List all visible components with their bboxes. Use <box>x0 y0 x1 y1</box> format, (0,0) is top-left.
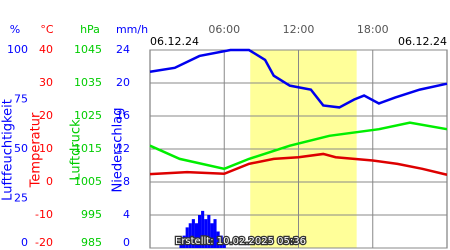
precip-bar <box>179 243 183 248</box>
y-tick-label: 995 <box>81 208 102 221</box>
y-tick-label: 100 <box>7 43 28 56</box>
y-tick-label: 30 <box>39 76 53 89</box>
axis-title: Temperatur <box>29 112 44 188</box>
series-line <box>149 152 448 176</box>
y-tick-label: 1035 <box>74 76 102 89</box>
precip-bar <box>216 231 220 248</box>
y-tick-label: 24 <box>116 43 130 56</box>
y-tick-label: 12 <box>116 142 130 155</box>
precip-bar <box>191 219 195 248</box>
precip-bar <box>219 235 223 248</box>
precip-bar <box>210 223 214 248</box>
footer: Erstellt: 10.02.2025 05:36 <box>175 236 306 247</box>
y-tick-label: 4 <box>123 208 130 221</box>
y-tick-label: 985 <box>81 236 102 249</box>
axis-title: Luftfeuchtigkeit <box>1 99 16 201</box>
precip-bar <box>182 235 186 248</box>
precip-bar <box>207 215 211 248</box>
y-tick-label: 1045 <box>74 43 102 56</box>
date-end: 06.12.24 <box>398 35 447 48</box>
y-tick-label: 8 <box>123 175 130 188</box>
date-start: 06.12.24 <box>150 35 199 48</box>
precip-bar <box>185 227 189 248</box>
precip-bar <box>213 219 217 248</box>
y-tick-label: -20 <box>35 236 53 249</box>
y-tick-label: 50 <box>14 142 28 155</box>
precip-bar <box>188 223 192 248</box>
axis-unit: % <box>10 23 20 36</box>
axis-unit: °C <box>40 23 54 36</box>
axis-unit: hPa <box>80 23 100 36</box>
y-tick-label: 20 <box>39 109 53 122</box>
axis-title: Niederschlag <box>111 108 126 193</box>
y-tick-label: 1005 <box>74 175 102 188</box>
series-line <box>149 121 448 171</box>
y-tick-label: 1015 <box>74 142 102 155</box>
y-tick-label: 40 <box>39 43 53 56</box>
y-tick-label: 20 <box>116 76 130 89</box>
y-tick-label: 75 <box>14 93 28 106</box>
y-tick-label: -10 <box>35 208 53 221</box>
y-tick-label: 25 <box>14 192 28 205</box>
precip-bar <box>201 210 205 248</box>
axis-unit: mm/h <box>116 23 148 36</box>
y-tick-label: 16 <box>116 109 130 122</box>
series-line <box>149 48 448 109</box>
x-tick-label: 06:00 <box>208 23 240 36</box>
precip-bar <box>222 243 226 248</box>
precip-bar <box>194 223 199 248</box>
y-tick-label: 0 <box>46 175 53 188</box>
precip-bar <box>204 219 208 248</box>
x-tick-label: 18:00 <box>357 23 389 36</box>
y-tick-label: 0 <box>21 236 28 249</box>
y-tick-label: 0 <box>123 236 130 249</box>
x-tick-label: 12:00 <box>283 23 315 36</box>
axis-title: Luftdruck <box>69 119 84 181</box>
precip-bar <box>198 215 202 248</box>
y-tick-label: 1025 <box>74 109 102 122</box>
y-tick-label: 10 <box>39 142 53 155</box>
